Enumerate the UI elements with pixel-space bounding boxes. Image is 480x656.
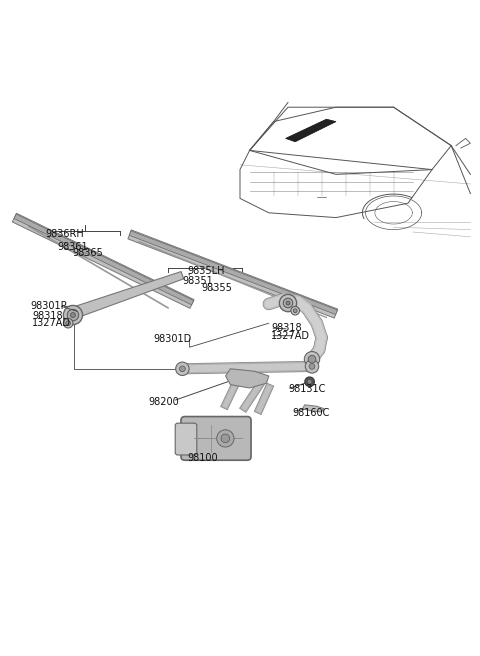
Text: 98200: 98200 — [149, 398, 180, 407]
Circle shape — [307, 379, 312, 384]
Text: 98318: 98318 — [271, 323, 302, 333]
Polygon shape — [129, 231, 337, 314]
Text: 98100: 98100 — [187, 453, 218, 462]
Circle shape — [176, 362, 189, 375]
Text: 98160C: 98160C — [293, 408, 330, 418]
Polygon shape — [302, 405, 324, 412]
Text: 98351: 98351 — [182, 276, 213, 287]
Circle shape — [308, 356, 316, 363]
Circle shape — [71, 313, 75, 318]
Text: 98301P: 98301P — [30, 301, 67, 312]
Text: 98361: 98361 — [58, 242, 88, 253]
Polygon shape — [226, 369, 269, 388]
Circle shape — [304, 352, 320, 367]
Polygon shape — [72, 272, 184, 318]
Text: 98131C: 98131C — [288, 384, 325, 394]
Text: 9836RH: 9836RH — [46, 230, 84, 239]
Text: 98318: 98318 — [32, 311, 63, 321]
Circle shape — [221, 434, 230, 443]
Circle shape — [291, 306, 300, 315]
Text: 1327AD: 1327AD — [32, 318, 71, 328]
Circle shape — [305, 377, 314, 386]
Circle shape — [293, 309, 297, 313]
Text: 98365: 98365 — [72, 247, 103, 258]
Circle shape — [66, 321, 71, 325]
Circle shape — [305, 359, 319, 373]
Polygon shape — [286, 119, 336, 142]
Circle shape — [283, 298, 293, 308]
Text: 9835LH: 9835LH — [187, 266, 225, 276]
Circle shape — [279, 295, 297, 312]
FancyBboxPatch shape — [175, 423, 197, 455]
Circle shape — [286, 301, 290, 305]
Polygon shape — [14, 214, 193, 305]
Circle shape — [63, 306, 83, 325]
FancyBboxPatch shape — [181, 417, 251, 461]
Polygon shape — [12, 213, 194, 308]
Text: 1327AD: 1327AD — [271, 331, 310, 340]
Circle shape — [309, 363, 315, 369]
Circle shape — [217, 430, 234, 447]
Text: 98355: 98355 — [202, 283, 232, 293]
Circle shape — [67, 309, 79, 321]
Circle shape — [180, 366, 185, 372]
Circle shape — [63, 318, 73, 328]
Text: 98301D: 98301D — [154, 333, 192, 344]
Polygon shape — [128, 230, 338, 318]
